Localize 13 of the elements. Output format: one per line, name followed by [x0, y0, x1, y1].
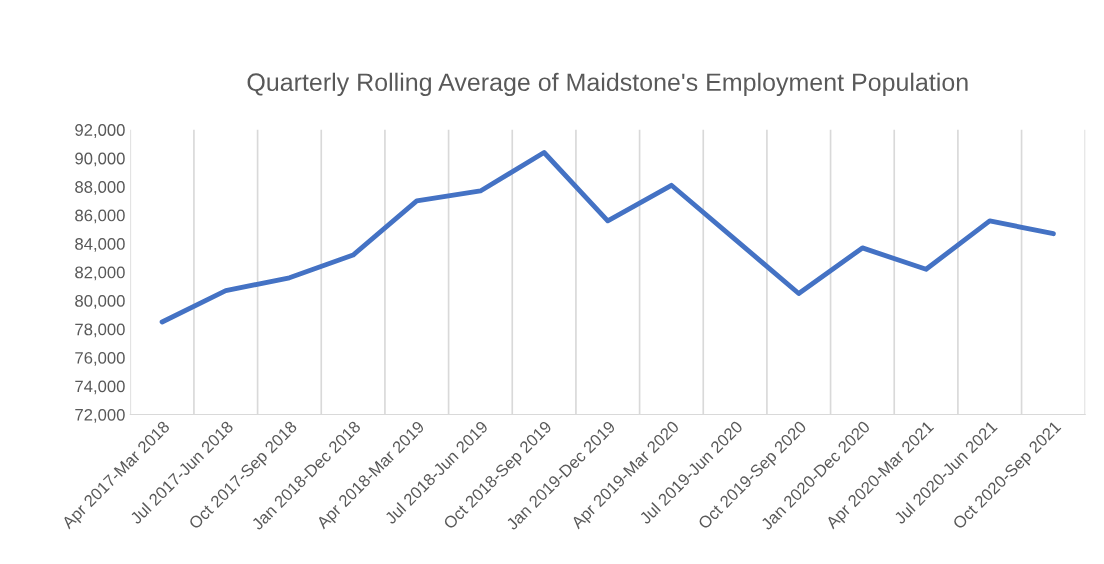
y-tick-label: 90,000	[75, 152, 125, 167]
y-tick-label: 86,000	[75, 209, 125, 224]
y-tick-label: 92,000	[75, 124, 125, 138]
y-tick-label: 80,000	[75, 295, 125, 309]
y-tick-label: 84,000	[75, 238, 125, 252]
chart-title: Quarterly Rolling Average of Maidstone's Employment Population	[247, 72, 968, 97]
y-tick-label: 76,000	[75, 351, 125, 366]
y-tick-label: 74,000	[75, 380, 125, 395]
y-tick-label: 78,000	[75, 323, 125, 338]
y-tick-label: 88,000	[75, 181, 125, 195]
y-tick-label: 72,000	[75, 408, 125, 423]
line-series	[159, 150, 1056, 325]
y-tick-label: 82,000	[75, 266, 125, 281]
